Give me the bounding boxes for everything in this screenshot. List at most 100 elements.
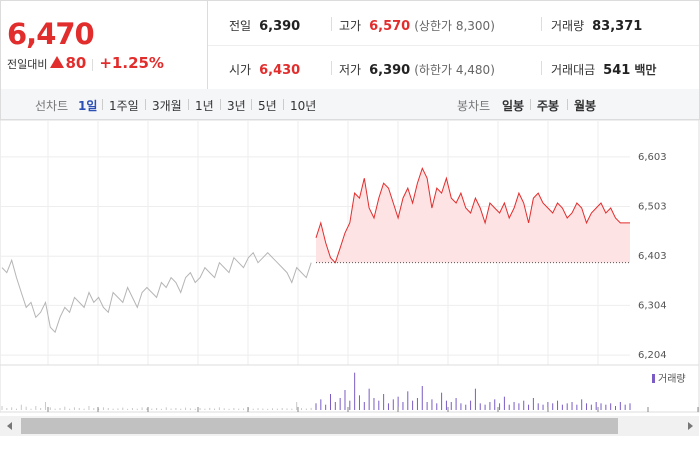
tab-sep	[220, 99, 221, 110]
volume-bar	[460, 403, 462, 410]
volume-bar	[165, 407, 167, 410]
y-tick-label: 6,204	[638, 350, 667, 361]
change-label: 전일대비	[7, 58, 48, 71]
volume-bar	[383, 394, 385, 410]
volume-bar	[209, 407, 211, 410]
scroll-thumb[interactable]	[21, 418, 618, 434]
volume-bar	[499, 403, 501, 410]
volume-bar	[494, 399, 496, 410]
volume-bar	[397, 396, 399, 410]
volume-bar	[586, 403, 588, 410]
plot-frame	[0, 120, 700, 413]
period-tab[interactable]: 1년	[195, 99, 214, 113]
field-label: 거래량	[551, 19, 585, 33]
volume-bar	[542, 404, 544, 410]
field-value: 6,430	[259, 63, 301, 78]
volume-bar	[98, 408, 100, 410]
volume-bar	[605, 404, 607, 410]
volume-bar	[547, 402, 549, 410]
volume-bar	[305, 408, 307, 410]
field-label: 시가	[229, 63, 252, 77]
volume-bar	[474, 388, 476, 410]
period-tab[interactable]: 1일	[78, 99, 98, 113]
volume-bar	[78, 408, 80, 410]
current-price: 6,470	[7, 17, 95, 51]
y-tick-label: 6,603	[638, 152, 667, 163]
price-box: 6,470 전일대비 80 +1.25%	[1, 1, 208, 89]
volume-bar	[470, 400, 472, 410]
candle-tab[interactable]: 월봉	[574, 99, 597, 113]
volume-bar	[557, 400, 559, 410]
volume-bar	[83, 408, 85, 410]
volume-bar	[141, 407, 143, 410]
volume-bar	[252, 408, 254, 410]
volume-bar	[532, 398, 534, 410]
volume-bar	[180, 408, 182, 410]
volume-bar	[267, 408, 269, 410]
volume-bar	[117, 408, 119, 410]
volume-bar	[170, 408, 172, 410]
volume-bar	[64, 406, 66, 410]
legend-swatch	[652, 374, 655, 383]
volume-bar	[450, 402, 452, 410]
volume-bar	[301, 408, 303, 410]
volume-bar	[189, 408, 191, 410]
volume-bar	[107, 408, 109, 410]
volume-bar	[571, 402, 573, 410]
volume-bar	[358, 395, 360, 410]
tab-label: 봉차트	[457, 99, 491, 113]
volume-bar	[489, 402, 491, 410]
volume-bar	[146, 408, 148, 410]
volume-bar	[44, 402, 46, 410]
volume-bar	[286, 408, 288, 410]
period-tab[interactable]: 3개월	[152, 99, 182, 113]
volume-bar	[576, 404, 578, 410]
volume-bar	[1, 406, 3, 410]
volume-bar	[392, 399, 394, 410]
volume-bar	[615, 406, 617, 410]
volume-bar	[199, 408, 201, 410]
volume-bar	[455, 398, 457, 410]
period-tab[interactable]: 3년	[227, 99, 246, 113]
volume-bar	[20, 404, 22, 410]
volume-bar	[378, 400, 380, 410]
tab-label: 선차트	[35, 99, 69, 113]
period-tab[interactable]: 1주일	[109, 99, 139, 113]
volume-bar	[329, 394, 331, 410]
volume-bar	[40, 408, 42, 410]
volume-bar	[537, 403, 539, 410]
period-tab[interactable]: 5년	[258, 99, 277, 113]
volume-bar	[436, 403, 438, 410]
candle-tab[interactable]: 주봉	[537, 99, 560, 113]
volume-bar	[412, 400, 414, 410]
volume-bar	[112, 408, 114, 410]
volume-bar	[35, 406, 37, 410]
tab-sep	[283, 99, 284, 110]
volume-bar	[595, 402, 597, 410]
volume-bar	[59, 408, 61, 410]
volume-bar	[523, 400, 525, 410]
volume-bar	[204, 408, 206, 410]
legend-label: 거래량	[658, 373, 686, 385]
quote-field: 고가 6,570 (상한가 8,300)	[339, 17, 495, 34]
volume-bar	[49, 407, 51, 410]
scroll-right[interactable]	[688, 422, 693, 430]
volume-bar	[407, 391, 409, 410]
tab-sep	[102, 99, 103, 110]
candle-tab[interactable]: 일봉	[502, 99, 525, 113]
volume-bar	[600, 403, 602, 410]
area-fill	[316, 168, 630, 263]
volume-bar	[624, 404, 626, 410]
field-note: (상한가 8,300)	[414, 19, 495, 33]
volume-bar	[402, 402, 404, 410]
scroll-left[interactable]	[7, 422, 12, 430]
volume-bar	[272, 408, 274, 410]
field-label: 고가	[339, 19, 362, 33]
period-tab[interactable]: 10년	[290, 99, 317, 113]
volume-bar	[122, 407, 124, 410]
y-tick-label: 6,403	[638, 251, 667, 262]
y-tick-label: 6,304	[638, 300, 667, 311]
field-unit: 백만	[634, 63, 657, 77]
volume-bar	[552, 403, 554, 410]
volume-bar	[30, 408, 32, 410]
